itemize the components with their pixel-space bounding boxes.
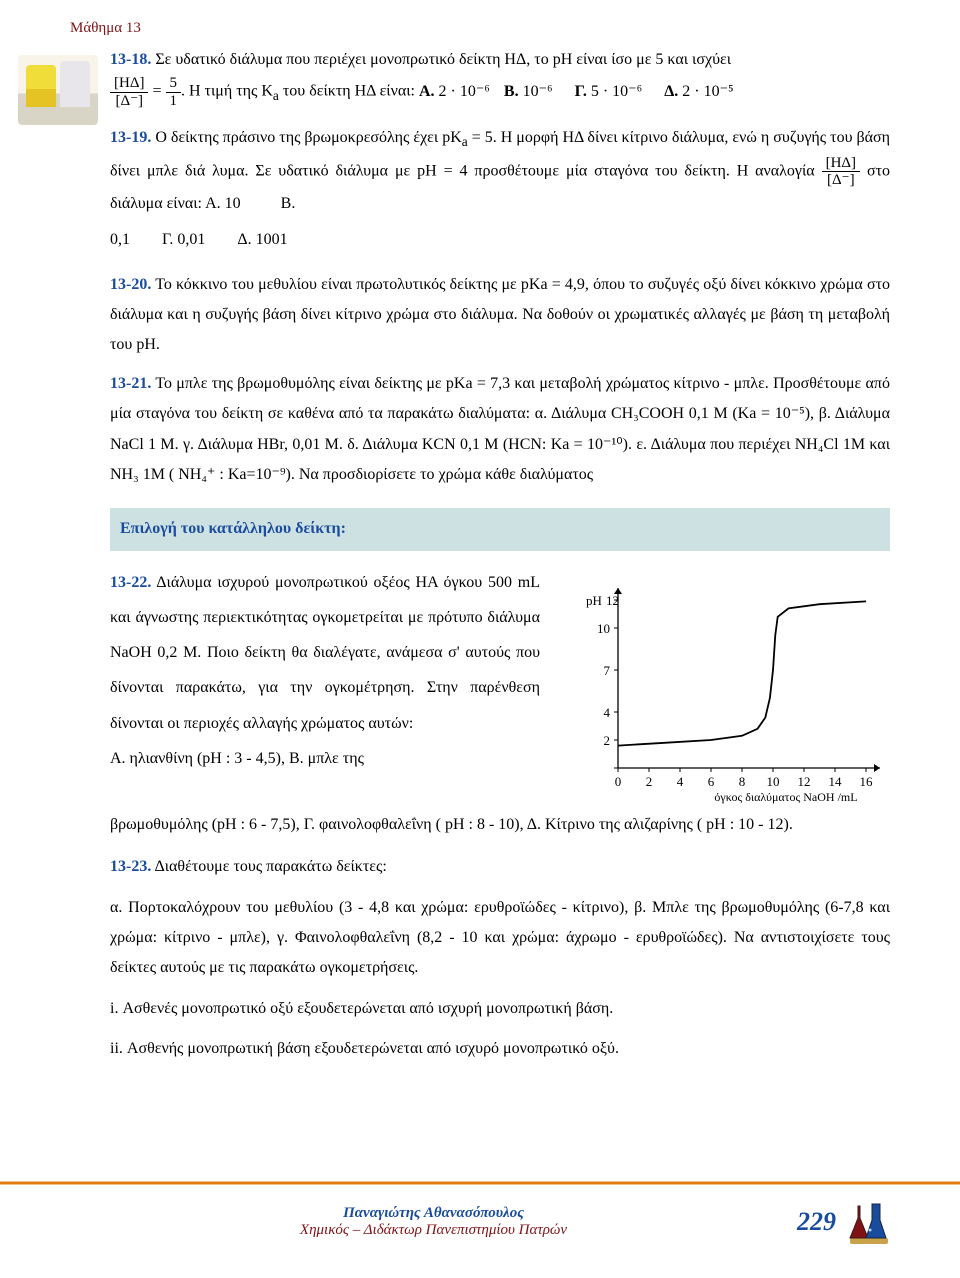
q18-optA: Α. [419,83,435,100]
q18-line2: [ΗΔ] [Δ⁻] = 5 1 . Η τιμή της Ka του δείκ… [110,75,890,109]
q22-text-b: βρωμοθυμόλης (pH : 6 - 7,5), Γ. φαινολοφ… [110,810,890,840]
q22-num: 13-22. [110,574,151,591]
q19-frac-den: [Δ⁻] [822,172,860,189]
q18-options: Α. 2 · 10⁻⁶ Β. 10⁻⁶ Γ. 5 · 10⁻⁶ Δ. 2 · 1… [419,83,744,100]
svg-text:14: 14 [829,774,843,789]
q18-valD: 2 · 10⁻⁵ [682,83,733,100]
q18-text-b: . Η τιμή της K [181,83,273,100]
svg-text:4: 4 [604,705,611,720]
q22-block: 13-22. Διάλυμα ισχυρού μονοπρωτικού οξέο… [110,565,890,808]
q18-valA: 2 · 10⁻⁶ [439,83,490,100]
q22-text-a: Διάλυμα ισχυρού μονοπρωτικού οξέος HA όγ… [110,574,540,732]
q19-para: 13-19. Ο δείκτης πράσινο της βρωμοκρεσόλ… [110,123,890,219]
q18-text-a: Σε υδατικό διάλυμα που περιέχει μονοπρωτ… [155,51,731,68]
q21-text: Το μπλε της βρωμοθυμόλης είναι δείκτης μ… [110,375,890,483]
q19-frac: [ΗΔ] [Δ⁻] [822,155,860,189]
q23-ii: ii. Ασθενής μονοπρωτική βάση εξουδετερών… [110,1034,890,1064]
content-column: 13-18. Σε υδατικό διάλυμα που περιέχει μ… [110,45,890,1065]
q18-frac-num: [ΗΔ] [110,75,148,93]
side-image [18,55,98,125]
q22-para: 13-22. Διάλυμα ισχυρού μονοπρωτικού οξέο… [110,565,540,741]
q19-num: 13-19. [110,129,151,146]
q23-num: 13-23. [110,858,151,875]
q20-para: 13-20. Το κόκκινο του μεθυλίου είναι πρω… [110,270,890,361]
svg-text:12: 12 [798,774,811,789]
flask-icon [842,1198,890,1246]
q19-text-a: Ο δείκτης πράσινο της βρωμοκρεσόλης έχει… [155,129,461,146]
titration-chart: 2 4 7 10 pH 12 0 2 4 6 8 10 12 14 16όγκος διαλύματος N… [560,573,890,808]
q18-frac-rhs: 5 1 [166,75,182,109]
svg-text:12: 12 [606,593,619,608]
q18-optD: Δ. [664,83,678,100]
svg-text:10: 10 [597,621,610,636]
q21-num: 13-21. [110,375,151,392]
footer: Παναγιώτης Αθανασόπουλος Χημικός – Διδάκ… [0,1198,960,1256]
q19-frac-num: [ΗΔ] [822,155,860,173]
svg-text:10: 10 [767,774,780,789]
q22-line-after: Α. ηλιανθίνη (pH : 3 - 4,5), Β. μπλε της [110,741,540,776]
q18-rhs-num: 5 [166,75,182,93]
q20-num: 13-20. [110,276,151,293]
svg-text:pH: pH [586,593,602,608]
q23-para: α. Πορτοκαλόχρουν του μεθυλίου (3 - 4,8 … [110,893,890,984]
q21-para: 13-21. Το μπλε της βρωμοθυμόλης είναι δε… [110,369,890,491]
q19-optB: Β. [281,195,296,212]
svg-text:16: 16 [860,774,874,789]
lesson-header: Μάθημα 13 [70,20,890,37]
q18-text-c: του δείκτη ΗΔ είναι: [279,83,415,100]
q23-i: i. Ασθενές μονοπρωτικό οξύ εξουδετερώνετ… [110,994,890,1024]
q23-lead-text: Διαθέτουμε τους παρακάτω δείκτες: [154,858,386,875]
svg-text:0: 0 [615,774,622,789]
q18-optB: Β. [504,83,519,100]
page-number: 229 [797,1207,836,1237]
svg-text:όγκος διαλύματος NaOH /mL: όγκος διαλύματος NaOH /mL [714,790,857,804]
q20-text: Το κόκκινο του μεθυλίου είναι πρωτολυτικ… [110,276,890,354]
q19-line2: 0,1 Γ. 0,01 Δ. 1001 [110,225,890,255]
footer-author: Παναγιώτης Αθανασόπουλος [70,1205,797,1222]
svg-text:2: 2 [604,733,611,748]
q19-optA: Α. 10 [205,195,241,212]
footer-wave [0,1175,960,1189]
q18-frac: [ΗΔ] [Δ⁻] [110,75,148,109]
q18-optC: Γ. [575,83,587,100]
svg-text:4: 4 [677,774,684,789]
svg-text:8: 8 [739,774,746,789]
footer-role: Χημικός – Διδάκτωρ Πανεπιστημίου Πατρών [70,1222,797,1239]
q18-line1: 13-18. Σε υδατικό διάλυμα που περιέχει μ… [110,45,890,75]
svg-text:6: 6 [708,774,715,789]
section-header: Επιλογή του κατάλληλου δείκτη: [110,508,890,550]
svg-text:7: 7 [604,663,611,678]
q18-frac-den: [Δ⁻] [110,93,148,110]
q18-valB: 10⁻⁶ [523,83,553,100]
q23-lead: 13-23. Διαθέτουμε τους παρακάτω δείκτες: [110,852,890,882]
q18-valC: 5 · 10⁻⁶ [591,83,642,100]
q18-rhs-den: 1 [166,93,182,110]
q18-num: 13-18. [110,51,151,68]
svg-text:2: 2 [646,774,653,789]
